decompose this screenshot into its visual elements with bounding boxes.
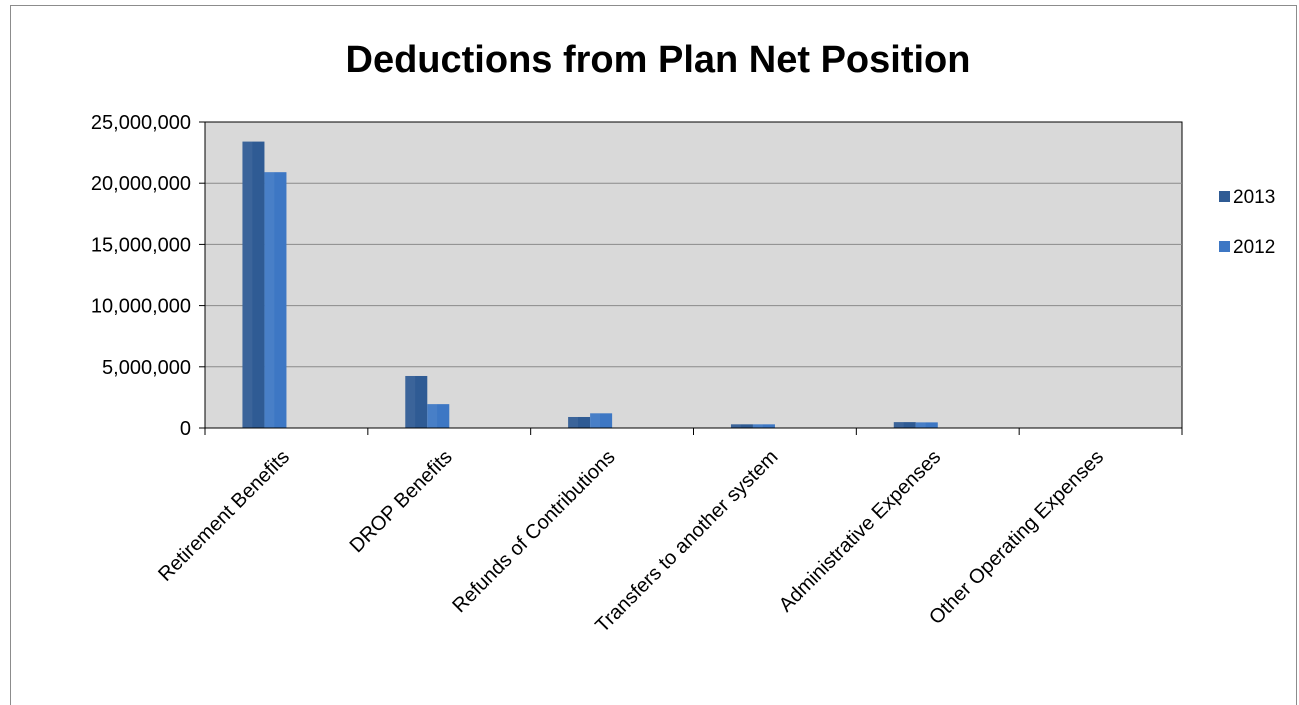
x-tick-label: Retirement Benefits [154, 446, 294, 586]
bar-shade [242, 141, 253, 429]
y-tick-label: 20,000,000 [91, 173, 191, 195]
bar-body [752, 424, 775, 428]
gridlines [205, 182, 1182, 368]
y-tick-label: 10,000,000 [91, 296, 191, 318]
bar-body [405, 375, 428, 428]
bar [730, 424, 753, 428]
x-tick-label: DROP Benefits [346, 446, 457, 557]
bar-shade [568, 416, 579, 428]
y-tick-label: 15,000,000 [91, 234, 191, 256]
bar [752, 424, 775, 428]
bar-body [264, 172, 287, 428]
bar-body [568, 416, 591, 428]
x-tick-label: Transfers to another system [591, 446, 782, 637]
y-tick-label: 5,000,000 [102, 357, 191, 379]
legend-swatch [1219, 191, 1230, 202]
bar [568, 416, 591, 428]
legend-item: 2012 [1219, 237, 1275, 258]
bar-body [242, 141, 265, 429]
bar [590, 413, 613, 428]
bar [264, 172, 287, 428]
y-axis-ticks: 0 5,000,000 10,000,000 15,000,000 20,000,000… [91, 112, 205, 440]
bar [893, 422, 916, 428]
chart-title: Deductions from Plan Net Position [346, 39, 971, 81]
legend: 2013 2012 [1219, 187, 1275, 258]
legend-label: 2012 [1233, 237, 1275, 258]
y-tick-label: 0 [180, 418, 191, 440]
bar-shade [893, 422, 904, 428]
bar-body [915, 422, 938, 428]
legend-label: 2013 [1233, 187, 1275, 208]
bar-body [730, 424, 753, 428]
bar-shade [915, 422, 926, 428]
x-tick-label: Administrative Expenses [775, 446, 945, 616]
plot-area [204, 121, 1183, 429]
legend-item: 2013 [1219, 187, 1275, 208]
x-tick-label: Refunds of Contributions [448, 446, 619, 617]
bar-shade [752, 424, 763, 428]
bar [427, 404, 450, 428]
bar-shade [730, 424, 741, 428]
axes [204, 122, 1183, 435]
bar-body [590, 413, 613, 428]
bar [915, 422, 938, 428]
bar-shade [590, 413, 601, 428]
bar [242, 141, 265, 429]
bar-body [893, 422, 916, 428]
legend-swatch [1219, 241, 1230, 252]
bar [405, 375, 428, 428]
bar-body [427, 404, 450, 428]
bar-shade [264, 172, 275, 428]
bar-shade [427, 404, 438, 428]
bar-shade [405, 375, 416, 428]
x-tick-label: Other Operating Expenses [925, 446, 1108, 629]
y-tick-label: 25,000,000 [91, 112, 191, 134]
bars [242, 141, 938, 429]
x-axis-labels: Retirement Benefits DROP BenefitsRefunds … [154, 446, 1108, 637]
